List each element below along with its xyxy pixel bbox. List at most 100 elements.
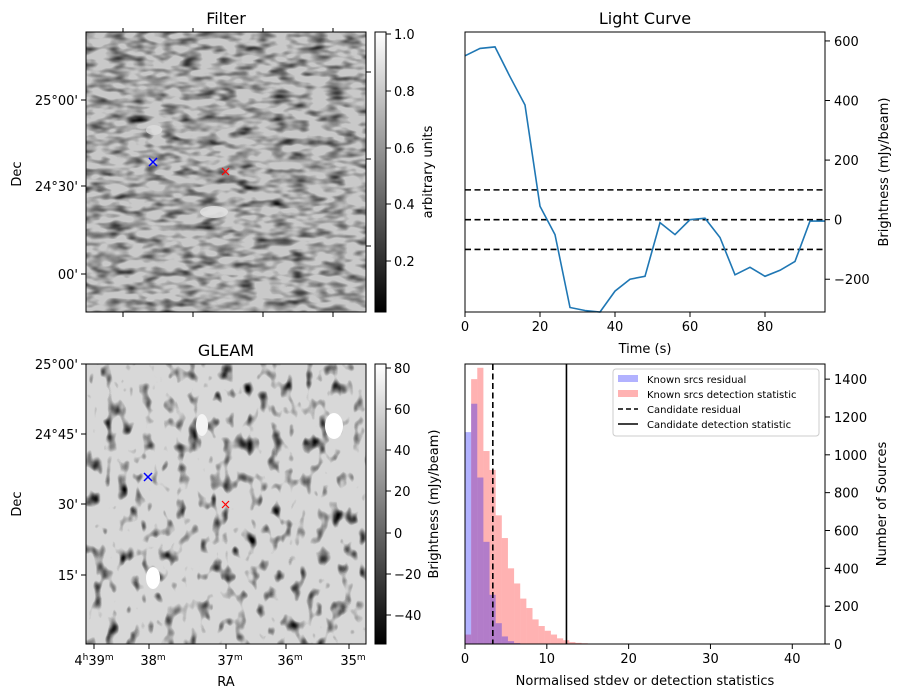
filter-top-ticks (122, 28, 371, 317)
filter-colorbar-gradient (374, 31, 387, 313)
dec-tick-label: 00' (58, 268, 78, 283)
gleam-bright-source (146, 567, 160, 589)
legend-swatch-detection (618, 390, 638, 397)
light-curve-chart: Light Curve 0 20 40 60 80 −200 0 200 400 600 Tim… (461, 9, 892, 357)
detection-bar (514, 583, 521, 644)
colorbar-tick-label: 1.0 (394, 28, 415, 43)
x-tick-label: 20 (620, 652, 637, 667)
blue-cross-marker (148, 157, 158, 167)
filter-dec-axis-label: Dec (10, 161, 25, 186)
light-curve-x-label: Time (s) (618, 342, 672, 357)
y-tick-label: 400 (834, 95, 859, 110)
legend-entry: Candidate residual (647, 405, 741, 416)
y-tick-label: 200 (834, 600, 859, 615)
gleam-colorbar: 80 60 40 20 0 −20 −40 Brightness (mJy/be… (374, 362, 442, 645)
detection-bar (557, 638, 564, 644)
detection-bar (550, 634, 558, 644)
colorbar-tick-label: 0.2 (394, 255, 415, 270)
histogram-y-label: Number of Sources (875, 442, 890, 567)
y-tick-label: 400 (834, 562, 859, 577)
light-curve-frame (464, 31, 826, 313)
filter-panel: Filter 25°00' 24°30' 00' (10, 9, 371, 317)
residual-bar (477, 477, 484, 644)
colorbar-tick-label: −20 (394, 568, 421, 583)
detection-bar (544, 630, 551, 644)
gleam-dec-ticks: 25°00' 24°45' 30' 15' (35, 358, 86, 584)
threshold-lines (465, 189, 825, 251)
ra-ticks (93, 644, 350, 649)
dec-tick-label: 30' (58, 498, 78, 513)
y-tick-label: 0 (834, 638, 842, 653)
y-tick-label: 1000 (834, 449, 867, 464)
histogram-x-label: Normalised stdev or detection statistics (516, 674, 775, 689)
light-curve-x-ticks: 0 20 40 60 80 (461, 312, 773, 335)
x-tick-label: 0 (461, 652, 469, 667)
gleam-dec-axis-label: Dec (10, 491, 25, 516)
red-cross-marker (221, 500, 230, 509)
ra-tick-label: 38m (140, 653, 165, 669)
colorbar-tick-label: 80 (394, 362, 411, 377)
y-tick-label: 800 (834, 487, 859, 502)
filter-frame (85, 31, 367, 313)
light-curve-y-label: Brightness (mJy/beam) (877, 98, 892, 247)
light-curve-plot-area (465, 32, 825, 312)
colorbar-tick-label: 0 (394, 527, 402, 542)
legend-box (612, 368, 820, 437)
colorbar-tick-label: −40 (394, 609, 421, 624)
ra-tick-label: 36m (277, 653, 302, 669)
gleam-panel: GLEAM 25°00' 24°45' 30' 15' Dec (10, 341, 367, 690)
histogram-chart: 0 10 20 30 40 0 200 400 600 800 1000 1200 1400 Norm… (461, 363, 890, 689)
ra-tick-label: 4h39m (74, 653, 113, 669)
detection-bar (477, 367, 484, 644)
blue-cross-marker (143, 472, 153, 482)
residual-bar (489, 594, 496, 644)
dec-tick-label: 15' (58, 569, 78, 584)
histogram-legend: Known srcs residual Known srcs detection… (612, 368, 820, 437)
detection-bar (526, 608, 533, 644)
y-tick-label: −200 (834, 273, 870, 288)
x-tick-label: 40 (607, 320, 624, 335)
ra-axis-label: RA (217, 675, 235, 690)
gleam-colorbar-gradient (374, 363, 387, 645)
x-tick-label: 0 (461, 320, 469, 335)
detection-bar (483, 451, 490, 644)
filter-colorbar-label: arbitrary units (421, 125, 436, 218)
detection-bar (495, 515, 502, 644)
colorbar-tick-label: 0.8 (394, 85, 415, 100)
dec-tick-label: 25°00' (35, 94, 78, 109)
residual-bar (465, 432, 472, 644)
x-tick-label: 80 (757, 320, 774, 335)
colorbar-tick-label: 60 (394, 403, 411, 418)
light-curve-series-line (464, 46, 825, 313)
gleam-bright-source (325, 413, 343, 439)
colorbar-tick-label: 0.4 (394, 198, 415, 213)
legend-entry: Known srcs residual (647, 375, 746, 386)
detection-bar (569, 642, 576, 644)
detection-bar (471, 379, 478, 644)
x-tick-label: 60 (682, 320, 699, 335)
gleam-title: GLEAM (198, 341, 254, 360)
y-tick-label: 0 (834, 214, 842, 229)
y-tick-label: 1200 (834, 411, 867, 426)
detection-bar (501, 538, 508, 644)
histogram-y-ticks: 0 200 400 600 800 1000 1200 1400 (825, 373, 867, 653)
colorbar-tick-label: 20 (394, 485, 411, 500)
y-tick-label: 1400 (834, 373, 867, 388)
dec-tick-label: 25°00' (35, 358, 78, 373)
ra-tick-label: 35m (340, 653, 365, 669)
x-tick-label: 40 (784, 652, 801, 667)
histogram-x-ticks: 0 10 20 30 40 (461, 644, 801, 667)
detection-bar (465, 634, 472, 644)
residual-bar (471, 403, 478, 644)
detection-bar (520, 598, 527, 644)
light-curve-y-ticks: −200 0 200 400 600 (825, 35, 870, 288)
filter-title: Filter (206, 9, 246, 28)
detection-bar (532, 619, 539, 644)
filter-bright-spot (146, 125, 162, 135)
dec-tick-label: 24°30' (35, 180, 78, 195)
residual-bar (507, 641, 515, 644)
detection-bar (507, 568, 515, 644)
gleam-colorbar-label: Brightness (mJy/beam) (427, 430, 442, 579)
x-tick-label: 10 (539, 652, 556, 667)
